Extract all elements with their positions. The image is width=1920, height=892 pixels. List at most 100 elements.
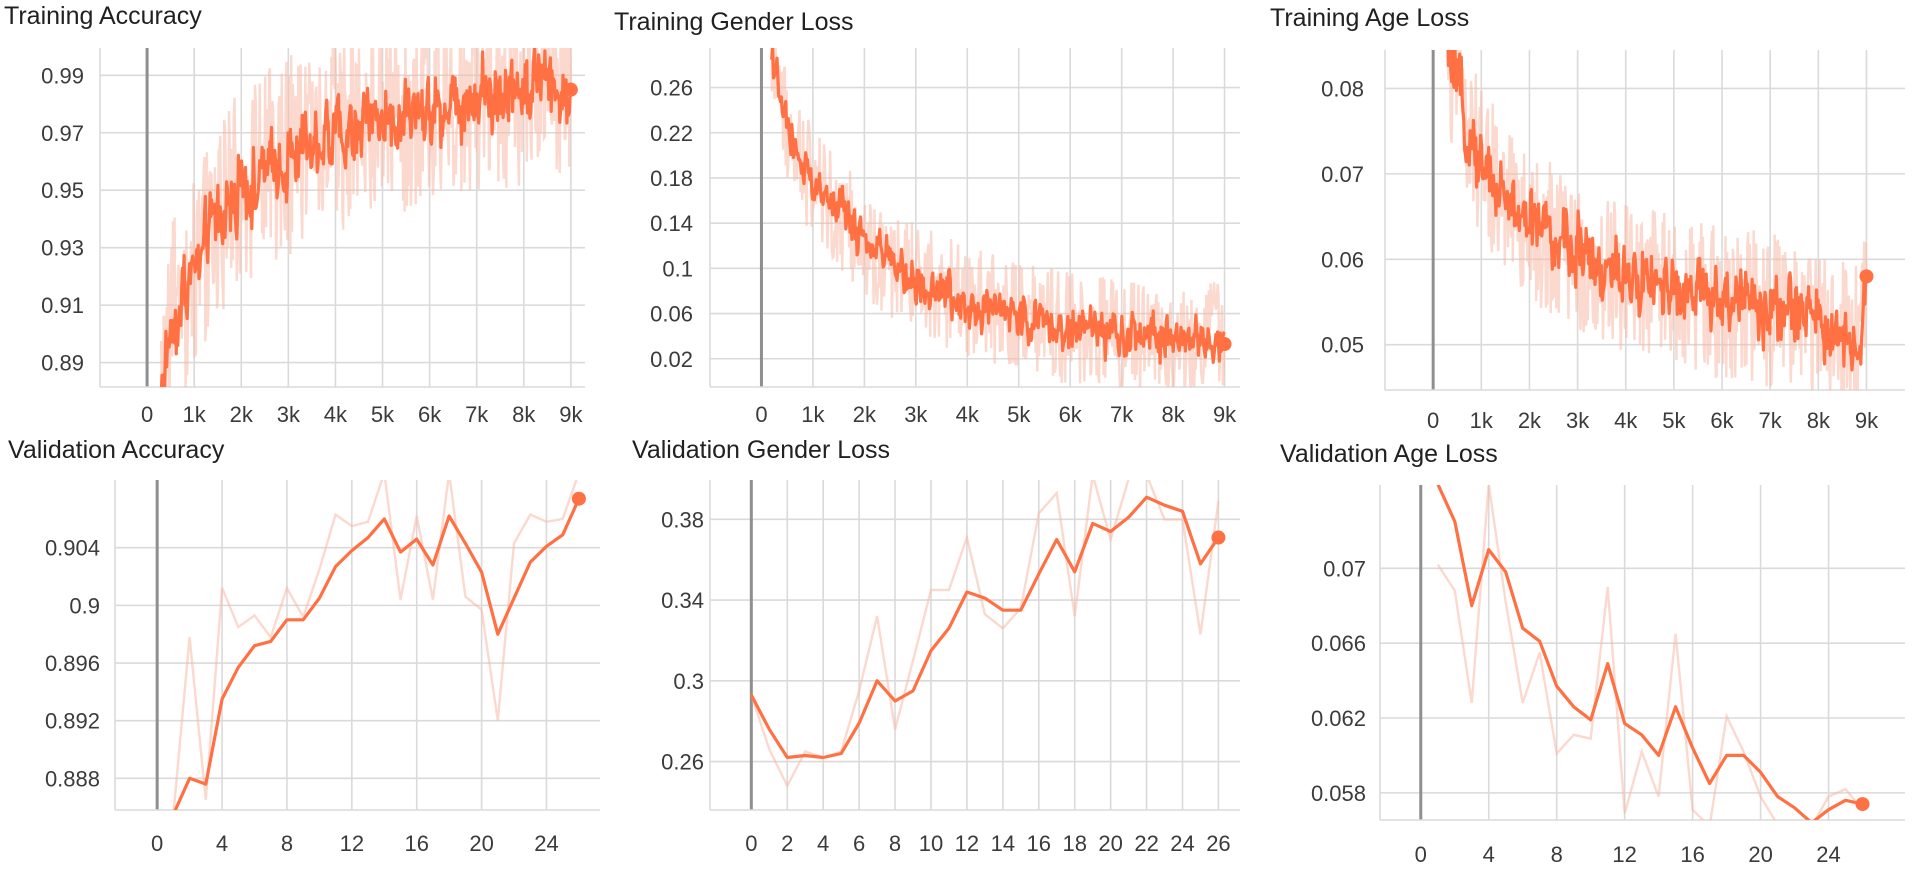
x-tick-label: 7k [1759, 408, 1783, 433]
x-tick-label: 12 [955, 831, 979, 856]
smoothed-series-line [749, 495, 1220, 760]
chart-title: Training Age Loss [1270, 4, 1469, 32]
val-acc-chart: Validation Accuracy 0.888 0.892 0.896 0.9 0.9… [8, 436, 600, 856]
x-tick-label: 2 [781, 831, 793, 856]
y-tick-label: 0.22 [650, 121, 693, 146]
x-tick-label: 2k [1518, 408, 1542, 433]
smoothed-series-line [1436, 485, 1863, 820]
y-tick-label: 0.1 [662, 256, 693, 281]
x-tick-label: 8k [1161, 402, 1185, 427]
x-tick-label: 24 [1816, 842, 1840, 867]
x-tick-label: 8 [889, 831, 901, 856]
train-gender-chart: Training Gender Loss 0.02 0.06 0.1 0.14 0.18 0… [614, 8, 1240, 427]
x-tick-label: 20 [1748, 842, 1772, 867]
x-tick-label: 5k [1007, 402, 1031, 427]
x-tick-label: 8k [512, 402, 536, 427]
y-tick-label: 0.14 [650, 211, 693, 236]
val-age-chart: Validation Age Loss 0.058 0.062 0.066 0.07 0 4… [1280, 440, 1905, 867]
x-tick-label: 9k [559, 402, 583, 427]
x-tick-label: 1k [1470, 408, 1494, 433]
y-tick-label: 0.97 [41, 121, 84, 146]
y-tick-label: 0.05 [1321, 333, 1364, 358]
x-tick-label: 1k [801, 402, 825, 427]
chart-title: Training Accuracy [4, 2, 202, 30]
chart-title: Training Gender Loss [614, 8, 853, 36]
x-tick-label: 24 [1170, 831, 1194, 856]
x-tick-label: 4 [817, 831, 829, 856]
last-value-marker[interactable] [1211, 530, 1226, 545]
x-tick-label: 0 [755, 402, 767, 427]
x-tick-label: 7k [1110, 402, 1134, 427]
x-tick-label: 7k [465, 402, 489, 427]
x-tick-label: 6k [418, 402, 442, 427]
y-tick-label: 0.07 [1323, 556, 1366, 581]
x-tick-label: 5k [371, 402, 395, 427]
y-tick-label: 0.08 [1321, 76, 1364, 101]
chart-title: Validation Accuracy [8, 436, 225, 464]
x-tick-label: 4k [1614, 408, 1638, 433]
train-acc-chart: Training Accuracy 0.89 0.91 0.93 0.95 0.97 0.9… [4, 2, 585, 427]
y-tick-label: 0.058 [1311, 781, 1366, 806]
x-tick-label: 4 [216, 831, 228, 856]
y-tick-label: 0.066 [1311, 631, 1366, 656]
x-tick-label: 0 [1415, 842, 1427, 867]
x-tick-label: 16 [1027, 831, 1051, 856]
last-value-marker[interactable] [563, 82, 578, 97]
x-tick-label: 9k [1213, 402, 1237, 427]
smoothed-series-line [173, 498, 581, 810]
x-tick-label: 12 [340, 831, 364, 856]
y-tick-label: 0.3 [673, 669, 704, 694]
x-tick-label: 9k [1855, 408, 1879, 433]
x-tick-label: 4k [956, 402, 980, 427]
x-tick-label: 4 [1483, 842, 1495, 867]
x-tick-label: 0 [745, 831, 757, 856]
x-tick-label: 0 [151, 831, 163, 856]
x-tick-label: 26 [1206, 831, 1230, 856]
x-tick-label: 6 [853, 831, 865, 856]
chart-title: Validation Gender Loss [632, 436, 890, 464]
x-tick-label: 20 [469, 831, 493, 856]
x-tick-label: 5k [1662, 408, 1686, 433]
chart-title: Validation Age Loss [1280, 440, 1498, 468]
last-value-marker[interactable] [1217, 337, 1232, 352]
y-tick-label: 0.91 [41, 293, 84, 318]
x-tick-label: 12 [1612, 842, 1636, 867]
x-tick-label: 0 [141, 402, 153, 427]
x-tick-label: 8 [281, 831, 293, 856]
last-value-marker[interactable] [571, 491, 586, 506]
raw-series-line [172, 480, 578, 810]
last-value-marker[interactable] [1855, 797, 1870, 812]
y-tick-label: 0.02 [650, 347, 693, 372]
x-tick-label: 0 [1427, 408, 1439, 433]
raw-series-line [160, 48, 573, 387]
y-tick-label: 0.34 [661, 588, 704, 613]
y-tick-label: 0.38 [661, 507, 704, 532]
y-tick-label: 0.89 [41, 351, 84, 376]
last-value-marker[interactable] [1859, 269, 1874, 284]
x-tick-label: 1k [183, 402, 207, 427]
smoothed-series-line [159, 48, 573, 387]
y-tick-label: 0.9 [69, 593, 100, 618]
y-tick-label: 0.062 [1311, 706, 1366, 731]
x-tick-label: 16 [1680, 842, 1704, 867]
x-tick-label: 6k [1059, 402, 1083, 427]
y-tick-label: 0.896 [45, 651, 100, 676]
x-tick-label: 8 [1551, 842, 1563, 867]
y-tick-label: 0.06 [1321, 247, 1364, 272]
x-tick-label: 10 [919, 831, 943, 856]
x-tick-label: 6k [1710, 408, 1734, 433]
smoothed-series-line [1446, 50, 1869, 372]
x-tick-label: 3k [277, 402, 301, 427]
x-tick-label: 18 [1062, 831, 1086, 856]
x-tick-label: 3k [904, 402, 928, 427]
y-tick-label: 0.95 [41, 178, 84, 203]
raw-series-line [1436, 485, 1864, 820]
x-tick-label: 20 [1098, 831, 1122, 856]
raw-series-line [750, 480, 1220, 789]
x-tick-label: 24 [534, 831, 558, 856]
x-tick-label: 3k [1566, 408, 1590, 433]
x-tick-label: 14 [991, 831, 1015, 856]
y-tick-label: 0.93 [41, 236, 84, 261]
